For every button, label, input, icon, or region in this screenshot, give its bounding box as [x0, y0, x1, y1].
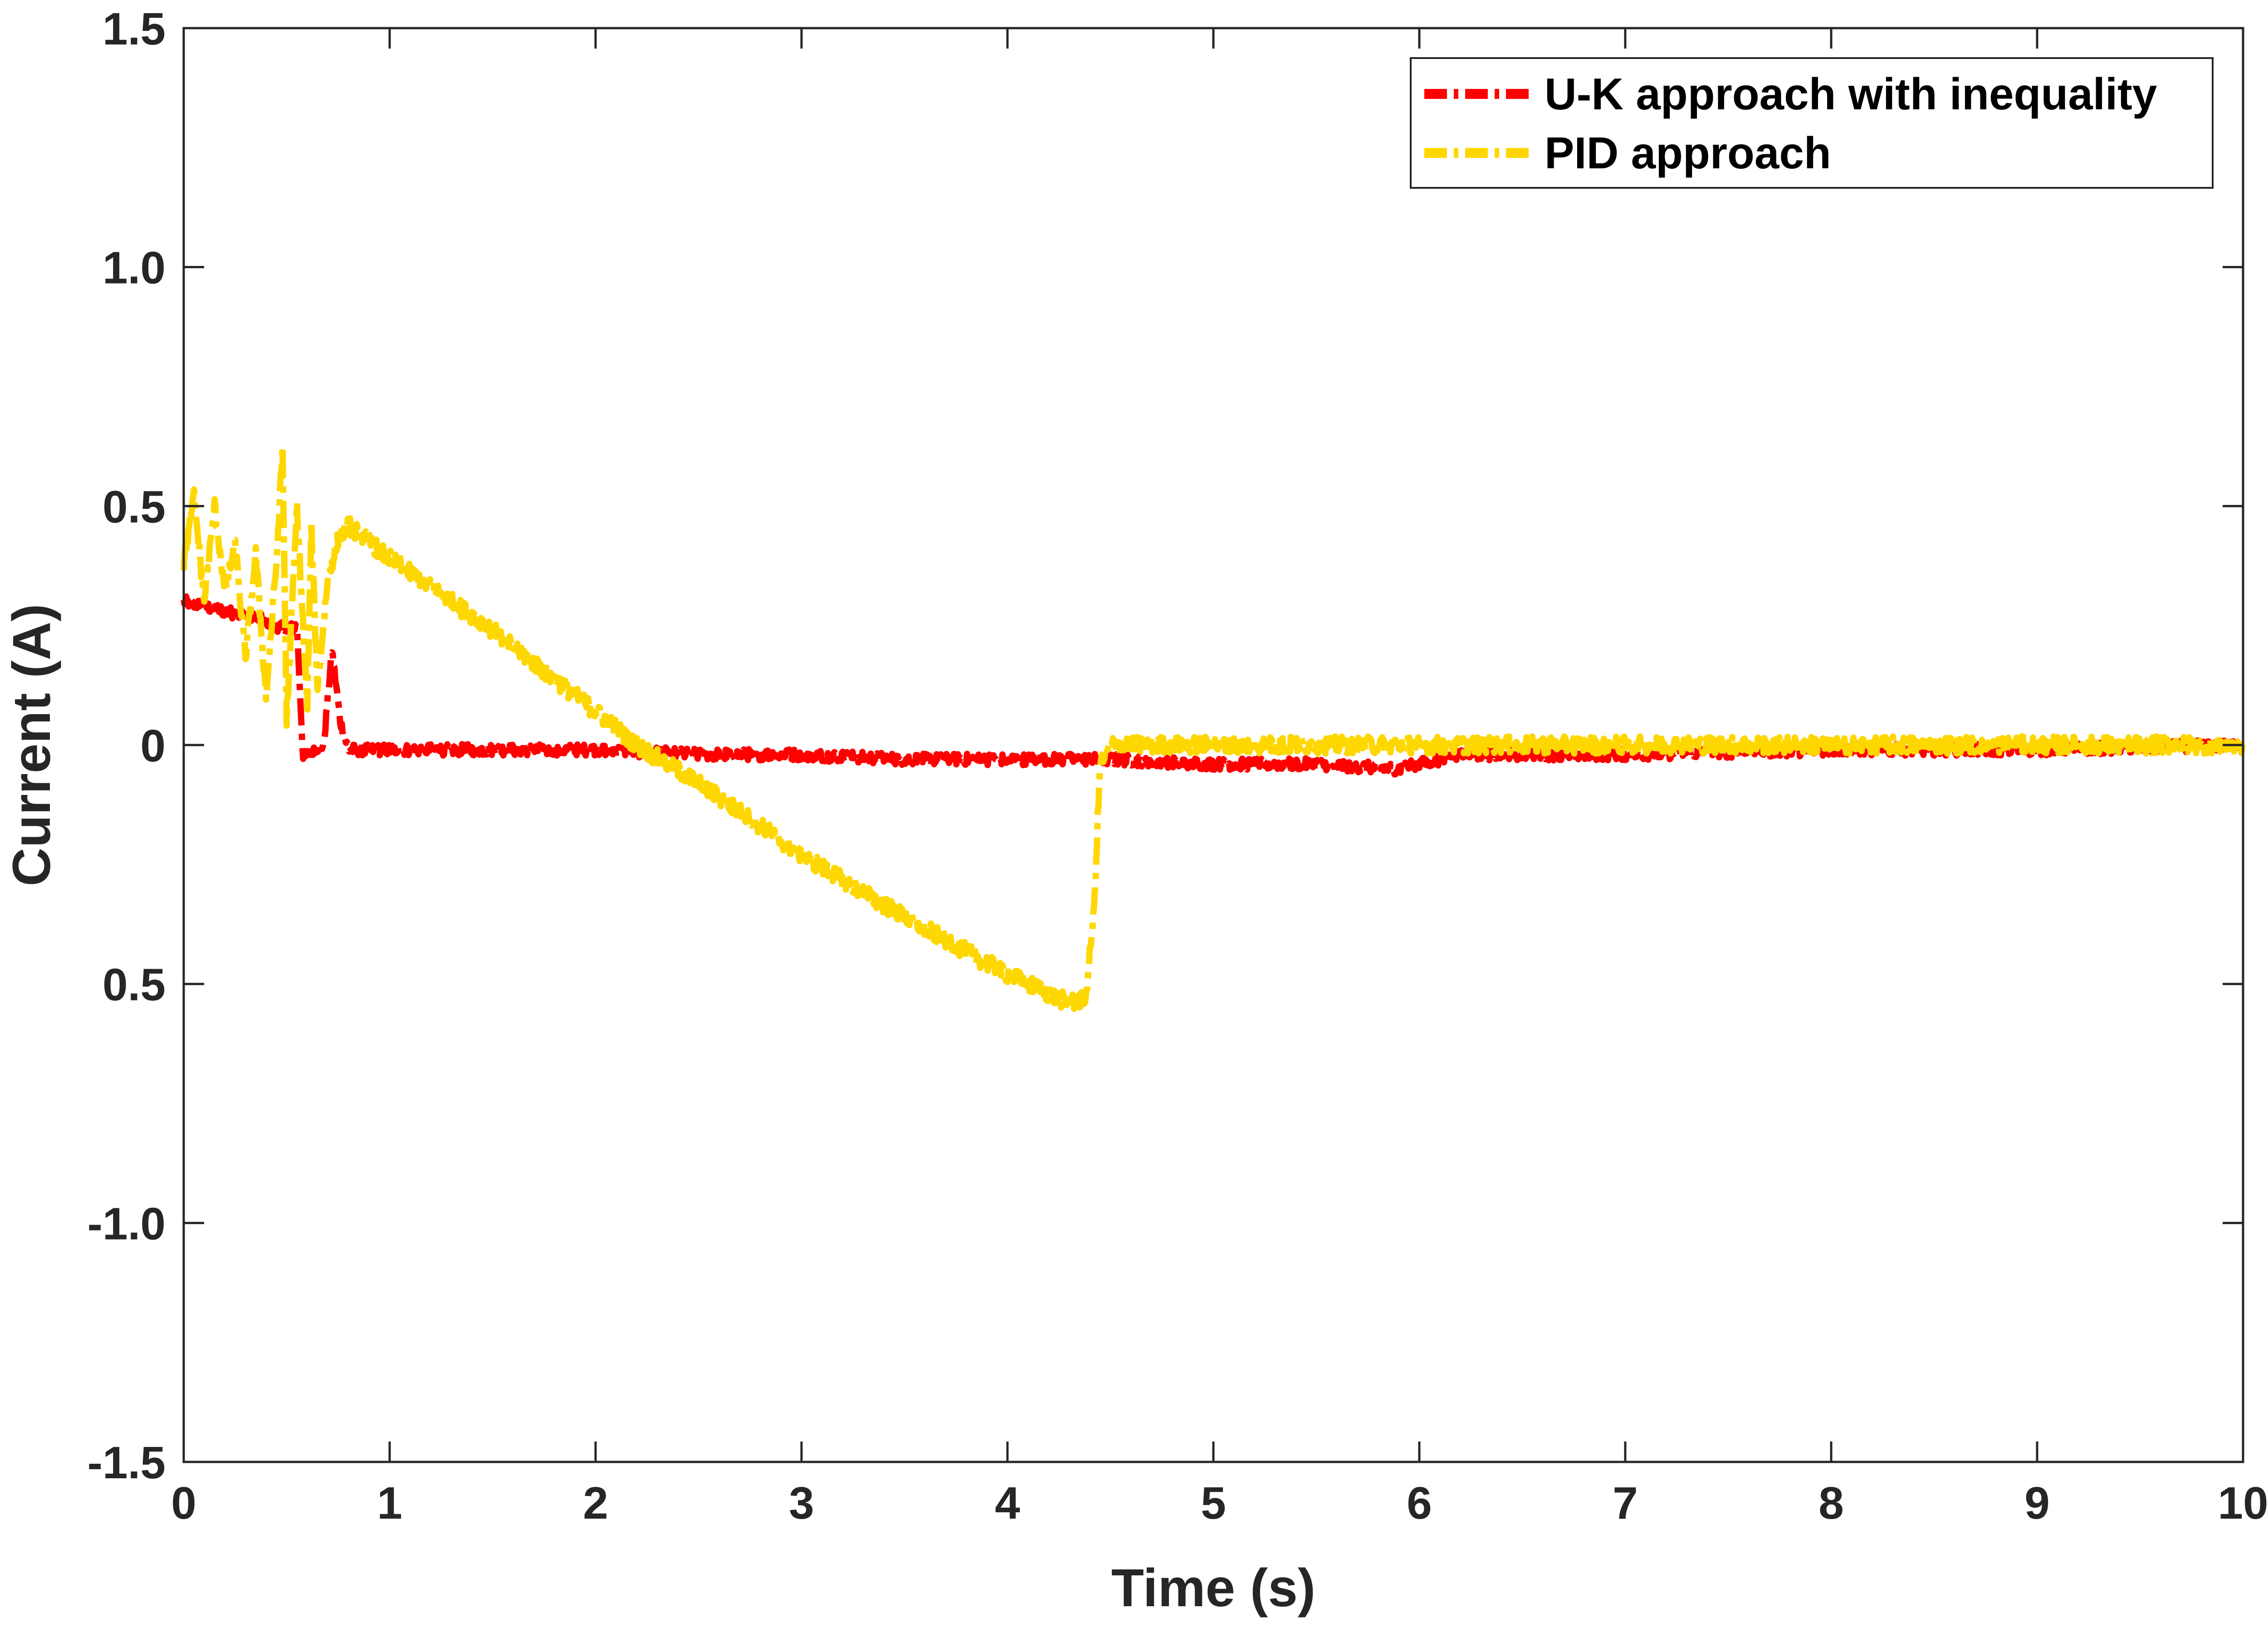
x-tick-label: 1	[377, 1478, 402, 1529]
y-axis-title: Current (A)	[2, 604, 62, 887]
x-tick-label: 2	[583, 1478, 608, 1529]
x-tick-label: 3	[789, 1478, 814, 1529]
y-ticks: 1.5 1.0 0.5 0 0.5 -1.0 -1.5	[88, 4, 2243, 1488]
x-tick-label: 9	[2024, 1478, 2050, 1529]
x-tick-label: 4	[995, 1478, 1020, 1529]
legend-label-pid: PID approach	[1545, 128, 1831, 178]
y-tick-label: -1.5	[88, 1437, 166, 1488]
series-layer	[181, 443, 2246, 1012]
y-tick-label: 0.5	[103, 960, 166, 1010]
y-tick-label: -1.0	[88, 1198, 166, 1249]
x-ticks: 0 1 2 3 4 5 6 7 8 9 10	[171, 28, 2268, 1529]
y-tick-label: 0	[140, 721, 166, 771]
x-tick-label: 10	[2218, 1478, 2268, 1529]
x-tick-label: 8	[1818, 1478, 1844, 1529]
x-tick-label: 7	[1613, 1478, 1638, 1529]
x-axis-title: Time (s)	[1111, 1558, 1315, 1618]
legend-label-uk: U-K approach with inequality	[1545, 69, 2157, 119]
legend-box	[1410, 57, 2214, 189]
y-tick-label: 1.5	[103, 4, 166, 54]
x-tick-label: 5	[1201, 1478, 1226, 1529]
x-tick-label: 6	[1407, 1478, 1432, 1529]
y-tick-label: 0.5	[103, 481, 166, 532]
legend: U-K approach with inequality PID approac…	[1410, 57, 2214, 189]
y-tick-label: 1.0	[103, 243, 166, 294]
x-tick-label: 0	[171, 1478, 196, 1529]
series-line-pid	[181, 443, 2246, 1012]
